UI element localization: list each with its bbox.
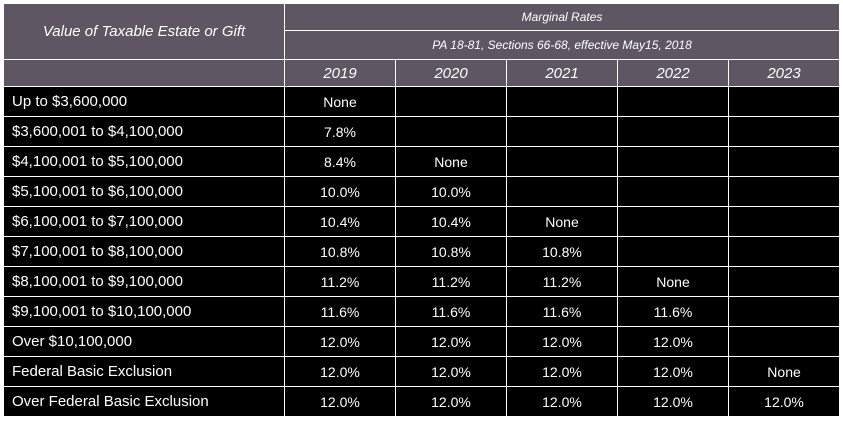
table-row: $6,100,001 to $7,100,000 10.4% 10.4% None [3, 206, 841, 237]
table-row: $4,100,001 to $5,100,000 8.4% None [3, 146, 841, 177]
bracket-label: Over Federal Basic Exclusion [3, 386, 285, 417]
rate-cell: 12.0% [727, 386, 841, 417]
rate-cell: 12.0% [395, 356, 507, 387]
rate-cell: 12.0% [617, 356, 729, 387]
bracket-label: Over $10,100,000 [3, 326, 285, 357]
table-row: Federal Basic Exclusion 12.0% 12.0% 12.0% 12… [3, 356, 841, 387]
rate-cell: None [727, 356, 841, 387]
table-row: Up to $3,600,000 None [3, 86, 841, 117]
rate-cell: 11.2% [284, 266, 396, 297]
rate-cell [727, 266, 841, 297]
rate-cell [617, 236, 729, 267]
table-row: $5,100,001 to $6,100,000 10.0% 10.0% [3, 176, 841, 207]
rate-cell: 10.4% [284, 206, 396, 237]
marginal-rates-table: Value of Taxable Estate or Gift Marginal… [3, 3, 841, 417]
bracket-label: $6,100,001 to $7,100,000 [3, 206, 285, 237]
rate-cell [506, 116, 618, 147]
year-header: 2021 [506, 59, 618, 87]
rate-cell: None [617, 266, 729, 297]
rate-cell: 8.4% [284, 146, 396, 177]
label-column-header: Value of Taxable Estate or Gift [3, 3, 285, 60]
rate-cell: 11.6% [506, 296, 618, 327]
year-header: 2023 [727, 59, 841, 87]
statute-subtitle: PA 18-81, Sections 66-68, effective May1… [283, 30, 841, 60]
rate-cell: 11.6% [617, 296, 729, 327]
table-row: $9,100,001 to $10,100,000 11.6% 11.6% 11.6%… [3, 296, 841, 327]
rate-cell [506, 86, 618, 117]
rate-cell [617, 116, 729, 147]
rate-cell: 12.0% [617, 326, 729, 357]
rate-cell: 12.0% [284, 386, 396, 417]
rate-cell: 7.8% [284, 116, 396, 147]
rate-cell: 11.6% [284, 296, 396, 327]
rate-cell: None [284, 86, 396, 117]
year-header: 2020 [395, 59, 507, 87]
table-row: Over $10,100,000 12.0% 12.0% 12.0% 12.0% [3, 326, 841, 357]
rate-cell: 10.0% [284, 176, 396, 207]
rate-cell [617, 176, 729, 207]
year-header: 2019 [284, 59, 396, 87]
rate-cell [506, 146, 618, 177]
rate-cell [727, 176, 841, 207]
rate-cell: 11.2% [395, 266, 507, 297]
rate-cell [727, 296, 841, 327]
bracket-label: $8,100,001 to $9,100,000 [3, 266, 285, 297]
rates-table-container: Value of Taxable Estate or Gift Marginal… [3, 3, 841, 428]
rate-cell: 12.0% [395, 326, 507, 357]
rate-cell [727, 206, 841, 237]
rate-cell: 10.8% [284, 236, 396, 267]
table-row: Over Federal Basic Exclusion 12.0% 12.0% 12… [3, 386, 841, 417]
rate-cell: 12.0% [284, 326, 396, 357]
blank-header-cell [3, 59, 285, 87]
rate-cell: 12.0% [506, 356, 618, 387]
rate-cell: None [395, 146, 507, 177]
rate-cell: 12.0% [395, 386, 507, 417]
rate-cell: 12.0% [506, 386, 618, 417]
rate-cell [617, 206, 729, 237]
rate-cell [395, 116, 507, 147]
bracket-label: $4,100,001 to $5,100,000 [3, 146, 285, 177]
rate-cell [727, 86, 841, 117]
bracket-label: $7,100,001 to $8,100,000 [3, 236, 285, 267]
rate-cell: None [506, 206, 618, 237]
rate-cell: 10.0% [395, 176, 507, 207]
table-body: Up to $3,600,000 None $3,600,001 to $4,100… [3, 86, 841, 417]
bracket-label: $5,100,001 to $6,100,000 [3, 176, 285, 207]
table-row: $3,600,001 to $4,100,000 7.8% [3, 116, 841, 147]
rate-cell: 12.0% [617, 386, 729, 417]
rate-cell [395, 86, 507, 117]
bracket-label: Federal Basic Exclusion [3, 356, 285, 387]
rate-cell: 11.6% [395, 296, 507, 327]
rate-cell [727, 236, 841, 267]
rate-cell: 10.8% [506, 236, 618, 267]
rate-cell [727, 146, 841, 177]
bracket-label: Up to $3,600,000 [3, 86, 285, 117]
bracket-label: $3,600,001 to $4,100,000 [3, 116, 285, 147]
rate-cell: 10.8% [395, 236, 507, 267]
rate-cell [727, 326, 841, 357]
rate-cell [617, 86, 729, 117]
table-row: $7,100,001 to $8,100,000 10.8% 10.8% 10.8% [3, 236, 841, 267]
bracket-label: $9,100,001 to $10,100,000 [3, 296, 285, 327]
year-header: 2022 [617, 59, 729, 87]
rate-cell [727, 116, 841, 147]
rate-cell: 11.2% [506, 266, 618, 297]
rate-cell [617, 146, 729, 177]
rate-cell [506, 176, 618, 207]
rate-cell: 12.0% [506, 326, 618, 357]
rate-cell: 10.4% [395, 206, 507, 237]
table-row: $8,100,001 to $9,100,000 11.2% 11.2% 11.2% N… [3, 266, 841, 297]
rate-cell: 12.0% [284, 356, 396, 387]
marginal-rates-title: Marginal Rates [283, 3, 841, 31]
